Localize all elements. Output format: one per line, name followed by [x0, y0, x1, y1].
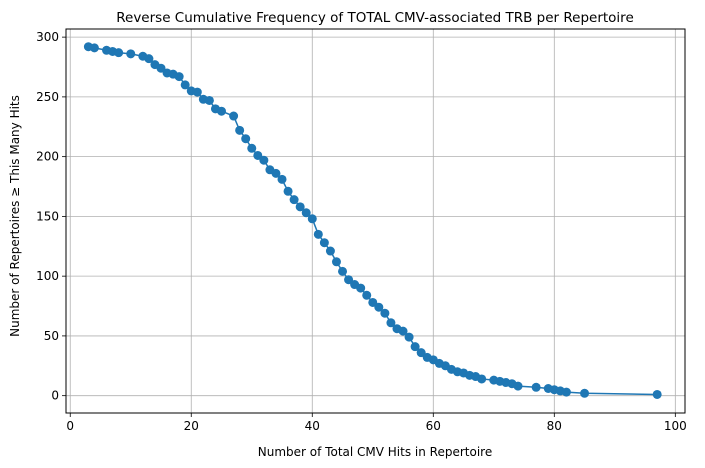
- data-point: [241, 134, 251, 144]
- data-point: [307, 214, 317, 224]
- x-axis-label: Number of Total CMV Hits in Repertoire: [258, 445, 492, 459]
- data-point: [344, 275, 354, 285]
- x-tick-label: 100: [664, 419, 687, 433]
- x-tick-label: 80: [547, 419, 562, 433]
- y-tick-label: 0: [51, 389, 59, 403]
- data-point: [144, 54, 154, 64]
- data-point: [531, 382, 541, 392]
- data-point: [204, 95, 214, 105]
- data-point: [362, 290, 372, 300]
- chart-title: Reverse Cumulative Frequency of TOTAL CM…: [116, 10, 634, 26]
- plot-area: [65, 28, 686, 414]
- y-tick-label: 100: [36, 269, 59, 283]
- x-tick-label: 0: [66, 419, 74, 433]
- data-point: [180, 80, 190, 90]
- data-point: [259, 155, 269, 165]
- data-point: [301, 208, 311, 218]
- x-tick-label: 40: [305, 419, 320, 433]
- data-point: [477, 374, 487, 384]
- data-point: [156, 63, 166, 73]
- y-tick-label: 300: [36, 30, 59, 44]
- data-point: [380, 308, 390, 318]
- y-tick-label: 150: [36, 209, 59, 223]
- y-tick-label: 250: [36, 90, 59, 104]
- axis-ticks: 0 20 40 60 80 100 0 50 100 150 200 250 300: [36, 30, 687, 433]
- data-point: [410, 342, 420, 352]
- data-point: [319, 238, 329, 248]
- data-point: [338, 266, 348, 276]
- data-point: [325, 246, 335, 256]
- data-point: [174, 72, 184, 82]
- data-point: [126, 49, 136, 59]
- y-tick-label: 50: [44, 329, 59, 343]
- data-point: [229, 111, 239, 121]
- data-point: [235, 125, 245, 135]
- series-layer: [83, 42, 662, 399]
- data-point: [416, 348, 426, 358]
- data-point: [513, 381, 523, 391]
- data-point: [114, 48, 124, 58]
- x-tick-label: 60: [426, 419, 441, 433]
- data-point: [652, 389, 662, 399]
- data-point: [277, 174, 287, 184]
- y-tick-label: 200: [36, 150, 59, 164]
- data-point: [331, 257, 341, 267]
- data-point: [561, 387, 571, 397]
- grid: [66, 29, 685, 413]
- y-axis-label: Number of Repertoires ≥ This Many Hits: [8, 95, 22, 337]
- data-point: [283, 186, 293, 196]
- data-point: [580, 388, 590, 398]
- data-point: [374, 302, 384, 312]
- data-point: [398, 326, 408, 336]
- x-tick-label: 20: [184, 419, 199, 433]
- data-point: [289, 195, 299, 205]
- data-point: [356, 283, 366, 293]
- data-point: [271, 168, 281, 178]
- data-point: [247, 143, 257, 153]
- data-point: [217, 106, 227, 116]
- data-point: [404, 332, 414, 342]
- data-point: [192, 87, 202, 97]
- data-point: [89, 43, 99, 53]
- data-point: [386, 318, 396, 328]
- data-point: [313, 229, 323, 239]
- data-point: [368, 297, 378, 307]
- data-point: [295, 202, 305, 212]
- data-point: [253, 150, 263, 160]
